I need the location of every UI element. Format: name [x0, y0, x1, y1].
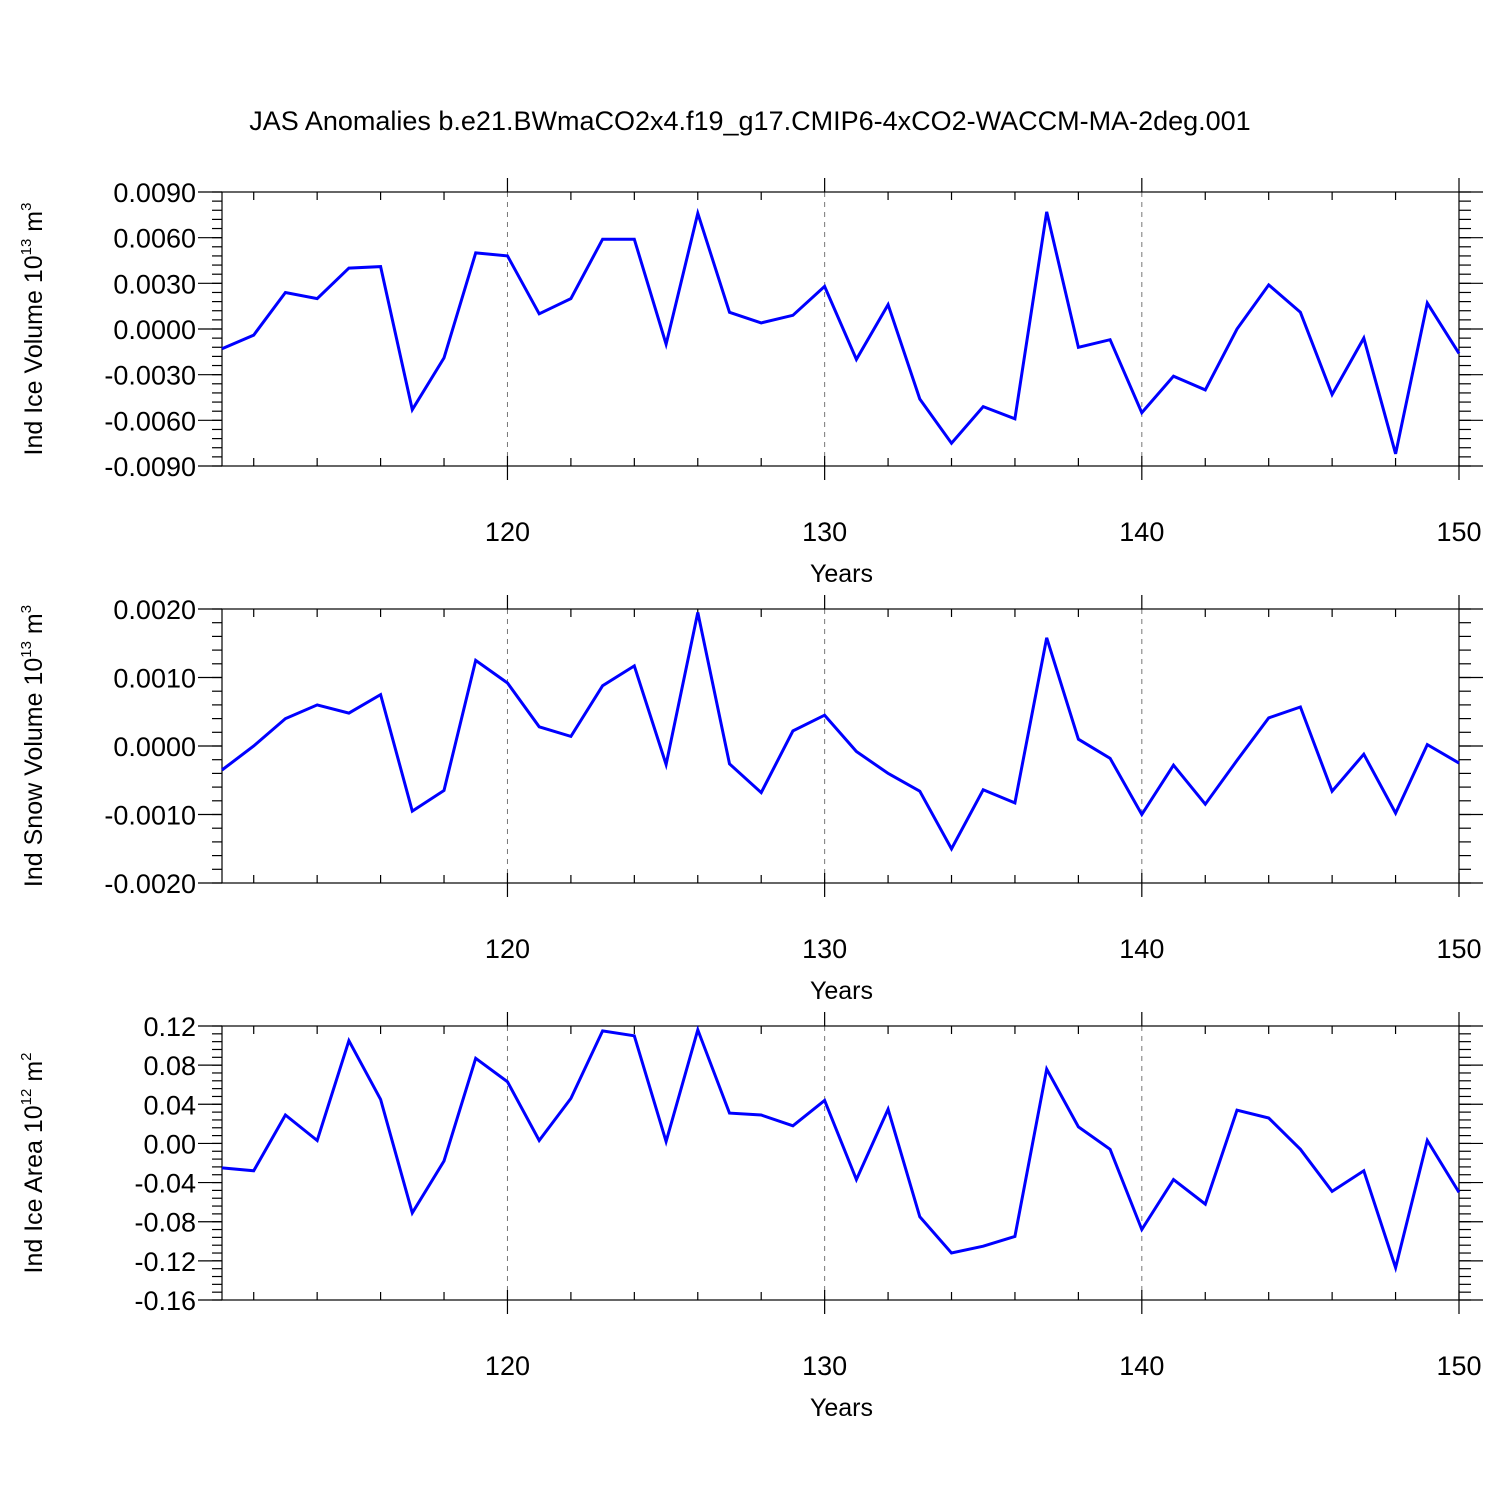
y-tick-label: -0.0010 — [104, 801, 196, 831]
y-tick-label: 0.0020 — [113, 595, 196, 625]
y-tick-label: 0.08 — [143, 1051, 196, 1081]
series-line — [221, 1025, 1461, 1274]
panel-1: 0.0090 0.0060 0.0030 0.0000 -0.0030 -0.0060 -0… — [18, 178, 1483, 588]
y-tick-label: -0.0060 — [104, 406, 196, 436]
plot-frame — [221, 191, 1460, 467]
x-tick-label: 120 — [485, 934, 530, 964]
x-tick-label: 130 — [802, 934, 847, 964]
y-tick-label: -0.0090 — [104, 452, 196, 482]
x-tick-label: 120 — [485, 517, 530, 547]
panel-3: 0.12 0.08 0.04 0.00 -0.04 -0.08 -0.12 -0.16 120 1… — [18, 1012, 1483, 1422]
x-tick-label: 140 — [1119, 934, 1164, 964]
plot-frame — [221, 608, 1460, 884]
y-tick-label: -0.0020 — [104, 869, 196, 899]
x-tick-label: 150 — [1436, 517, 1481, 547]
x-tick-label: 150 — [1436, 934, 1481, 964]
x-axis-title: Years — [810, 1394, 873, 1422]
y-tick-label: 0.0090 — [113, 178, 196, 208]
y-axis-title: Ind Snow Volume 1013 m3 — [18, 605, 48, 887]
figure-title: JAS Anomalies b.e21.BWmaCO2x4.f19_g17.CM… — [249, 106, 1250, 136]
y-axis-title: Ind Ice Volume 1013 m3 — [18, 203, 48, 456]
y-tick-label: -0.16 — [134, 1286, 196, 1316]
y-tick-label: 0.12 — [143, 1012, 196, 1042]
y-tick-label: -0.0030 — [104, 361, 196, 391]
x-tick-label: 130 — [802, 1351, 847, 1381]
x-tick-label: 120 — [485, 1351, 530, 1381]
y-tick-label: -0.12 — [134, 1247, 196, 1277]
series-line — [221, 612, 1460, 852]
y-axis-title: Ind Ice Area 1012 m2 — [18, 1053, 48, 1274]
panels: 0.0090 0.0060 0.0030 0.0000 -0.0030 -0.0060 -0… — [18, 178, 1483, 1422]
y-tick-label: 0.0000 — [113, 315, 196, 345]
x-tick-label: 150 — [1436, 1351, 1481, 1381]
panel-2: 0.0020 0.0010 0.0000 -0.0010 -0.0020 120 130 14… — [18, 595, 1483, 1005]
y-tick-label: 0.0030 — [113, 269, 196, 299]
series-line — [221, 207, 1461, 455]
y-tick-label: 0.0060 — [113, 224, 196, 254]
x-tick-label: 140 — [1119, 1351, 1164, 1381]
y-tick-label: 0.04 — [143, 1090, 196, 1120]
y-tick-label: -0.04 — [134, 1169, 196, 1199]
x-tick-label: 130 — [802, 517, 847, 547]
y-tick-label: 0.0000 — [113, 732, 196, 762]
x-tick-label: 140 — [1119, 517, 1164, 547]
y-tick-label: 0.00 — [143, 1129, 196, 1159]
plot-frame — [221, 1025, 1460, 1301]
y-tick-label: 0.0010 — [113, 664, 196, 694]
x-axis-title: Years — [810, 977, 873, 1005]
y-tick-label: -0.08 — [134, 1208, 196, 1238]
x-axis-title: Years — [810, 560, 873, 588]
